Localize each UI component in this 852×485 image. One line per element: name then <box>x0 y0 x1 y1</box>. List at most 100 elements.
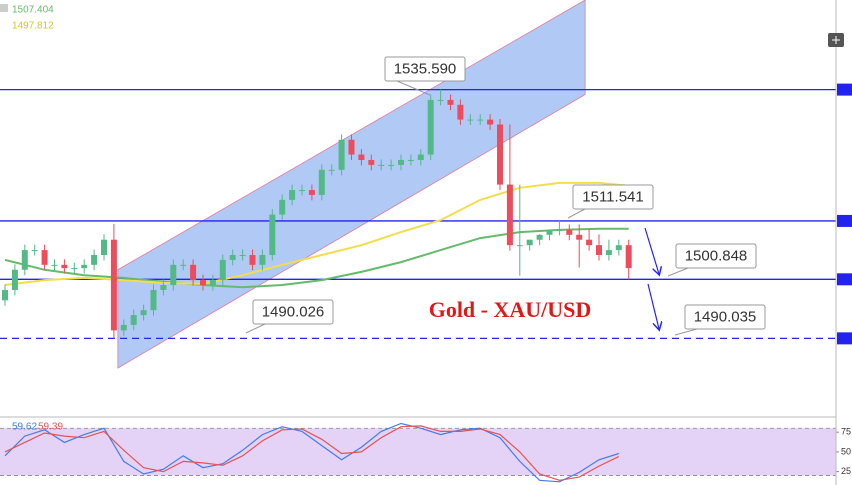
candle-body <box>21 250 28 270</box>
candle-body <box>130 315 137 325</box>
candle-body <box>170 264 177 286</box>
candle-body <box>61 264 68 269</box>
callout-connector <box>396 80 431 96</box>
candle-body <box>41 250 48 265</box>
candle-body <box>71 268 78 270</box>
callout-connector <box>674 328 698 336</box>
candle-body <box>457 104 464 120</box>
moving-average <box>4 181 629 286</box>
callout-connector <box>667 267 689 277</box>
candle-body <box>209 280 216 286</box>
candle-body <box>150 289 157 311</box>
candle-body <box>566 229 573 235</box>
callout-label: 1500.848 <box>685 247 748 264</box>
candle-body <box>437 99 444 101</box>
candle-body <box>190 264 197 281</box>
callout-connector <box>567 208 586 219</box>
legend-icon <box>0 4 8 12</box>
callout-box <box>384 56 466 82</box>
callout-label: 1535.590 <box>394 60 457 77</box>
candle-body <box>200 280 206 286</box>
candle-body <box>526 239 533 246</box>
callout-box <box>252 299 334 325</box>
callout-box <box>572 184 654 210</box>
candle-body <box>219 259 226 281</box>
candle-body <box>625 245 632 269</box>
candle-body <box>259 255 266 265</box>
candle-body <box>160 285 167 290</box>
candle-body <box>615 245 622 251</box>
price-pane: 1535.590 1511.541 1500.848 1490.026 1490.035 <box>0 0 852 369</box>
arrow <box>647 283 659 329</box>
candle-body <box>91 255 98 265</box>
candle-body <box>101 239 107 256</box>
candle-body <box>11 269 18 290</box>
candle-body <box>516 245 523 247</box>
candle-body <box>447 99 454 105</box>
level-tab <box>837 332 852 345</box>
candle-body <box>229 255 236 260</box>
callout-label: 1490.035 <box>694 308 757 325</box>
candle-body <box>605 250 612 256</box>
level-tab <box>837 214 852 227</box>
moving-average <box>4 227 629 289</box>
callout-label: 1511.541 <box>582 188 643 205</box>
candle-body <box>269 214 276 256</box>
oscillator-pane: 75 50 25 <box>0 422 851 483</box>
candle-body <box>427 99 434 155</box>
candle-body <box>576 234 583 240</box>
candle-body <box>586 239 593 246</box>
candle-body <box>417 154 424 160</box>
candle-body <box>318 169 325 195</box>
candle-body <box>299 190 305 192</box>
y-tick-label: 50 <box>841 446 851 456</box>
candle-body <box>2 289 8 301</box>
y-tick-label: 25 <box>841 466 851 476</box>
candle-body <box>140 310 147 316</box>
candle-body <box>289 190 296 200</box>
level-tab <box>837 273 852 286</box>
candle-body <box>546 229 553 235</box>
candle-body <box>398 159 404 165</box>
candle-body <box>358 154 365 160</box>
candle-body <box>120 324 127 331</box>
candle-body <box>487 119 494 125</box>
candle-body <box>388 164 395 166</box>
ma-legend: 1507.404 <box>12 5 54 16</box>
oscillator-band <box>0 428 836 476</box>
callout-label: 1490.026 <box>262 303 325 320</box>
candle-body <box>279 199 286 215</box>
candle-body <box>338 139 345 170</box>
chart-title: Gold - XAU/USD <box>429 297 592 322</box>
candle-body <box>348 139 355 155</box>
candle-body <box>51 264 58 266</box>
oscillator-legend: 59.62 <box>12 422 37 433</box>
candle-body <box>81 264 88 269</box>
candle-body <box>180 264 187 266</box>
candle-body <box>308 190 315 195</box>
callout-box <box>684 304 766 330</box>
oscillator-legend: 59.39 <box>38 422 63 433</box>
candle-body <box>328 169 335 171</box>
oscillator-line <box>4 425 620 481</box>
y-tick-label: 75 <box>841 427 851 437</box>
candle-body <box>536 234 543 240</box>
candle-body <box>31 250 38 252</box>
candle-body <box>497 124 503 185</box>
candle-body <box>249 255 256 265</box>
candle-body <box>110 239 117 331</box>
candle-body <box>556 229 563 231</box>
candle-body <box>506 184 513 246</box>
candle-body <box>368 159 375 165</box>
candle-body <box>467 119 474 121</box>
candle-body <box>407 159 414 161</box>
arrow <box>644 227 659 274</box>
candle-body <box>596 245 602 256</box>
zoom-button[interactable] <box>828 33 844 47</box>
callout-box <box>675 243 757 269</box>
candle-body <box>239 255 246 257</box>
callout-connector <box>245 323 266 334</box>
candle-body <box>477 119 484 121</box>
ma-legend: 1497.812 <box>12 21 54 32</box>
